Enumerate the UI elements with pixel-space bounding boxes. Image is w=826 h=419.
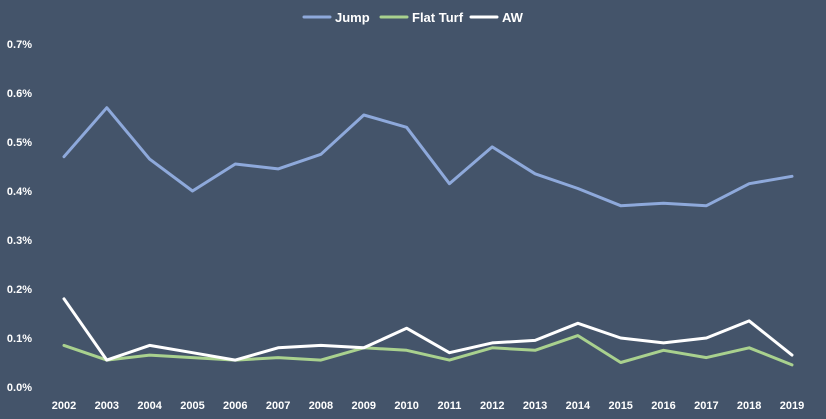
x-tick-label: 2015: [608, 400, 632, 412]
series-line-jump: [62, 106, 794, 208]
x-tick-label: 2016: [651, 400, 675, 412]
x-tick-label: 2004: [137, 400, 162, 412]
legend-item: AW: [469, 10, 524, 25]
x-tick-label: 2011: [437, 400, 461, 412]
x-tick-label: 2008: [309, 400, 333, 412]
y-tick-label: 0.6%: [7, 88, 32, 100]
legend-label: Flat Turf: [412, 10, 464, 25]
series-layer: [62, 106, 794, 367]
legend-item: Flat Turf: [379, 10, 464, 25]
y-tick-label: 0.3%: [7, 235, 32, 247]
y-tick-label: 0.0%: [7, 382, 32, 394]
y-tick-label: 0.4%: [7, 186, 32, 198]
x-tick-label: 2003: [95, 400, 119, 412]
x-tick-label: 2007: [266, 400, 290, 412]
y-tick-label: 0.7%: [7, 39, 32, 51]
x-tick-label: 2002: [52, 400, 76, 412]
x-axis: 2002 2003 2004 2005 2006 2007 2008 2009 2010 2011…: [52, 400, 804, 412]
x-tick-label: 2005: [180, 400, 204, 412]
x-tick-label: 2017: [694, 400, 718, 412]
series-line-aw: [62, 297, 794, 362]
x-tick-label: 2006: [223, 400, 247, 412]
x-tick-label: 2019: [780, 400, 804, 412]
y-tick-label: 0.1%: [7, 333, 32, 345]
legend-item: Jump: [302, 10, 370, 25]
x-tick-label: 2012: [480, 400, 504, 412]
y-axis: 0.0% 0.1% 0.2% 0.3% 0.4% 0.5% 0.6% 0.7%: [7, 39, 32, 394]
legend-label: AW: [502, 10, 524, 25]
x-tick-label: 2013: [523, 400, 547, 412]
y-tick-label: 0.5%: [7, 137, 32, 149]
legend-label: Jump: [335, 10, 370, 25]
x-tick-label: 2009: [352, 400, 376, 412]
x-tick-label: 2014: [566, 400, 591, 412]
series-line-flat-turf: [62, 334, 794, 367]
x-tick-label: 2018: [737, 400, 761, 412]
y-tick-label: 0.2%: [7, 284, 32, 296]
x-tick-label: 2010: [394, 400, 418, 412]
legend: Jump Flat Turf AW: [302, 10, 524, 25]
